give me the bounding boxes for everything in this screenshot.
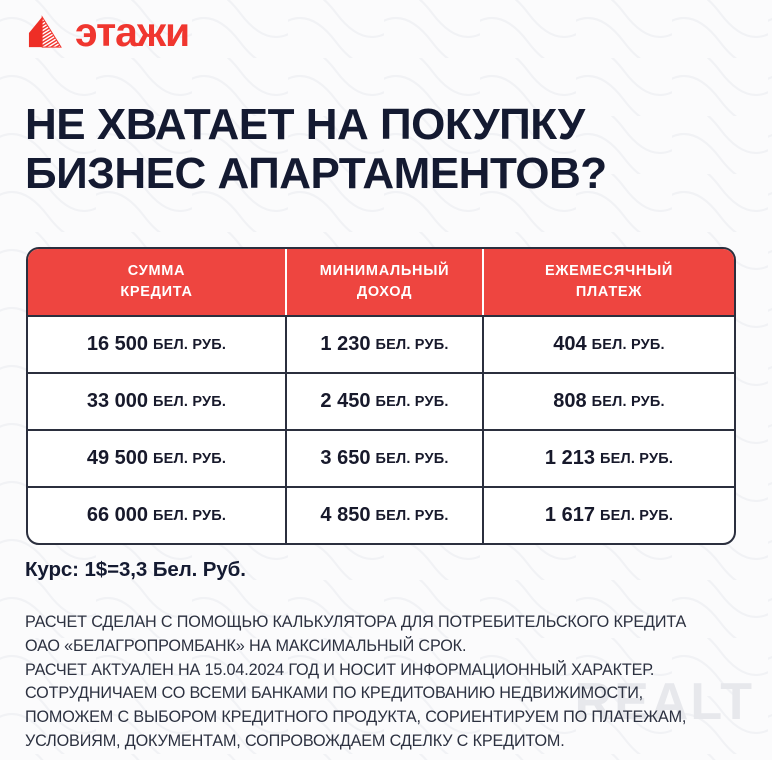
value-credit-amount: 49 500 [86,447,149,469]
cell-credit-amount: 16 500 БЕЛ. РУБ. [28,317,285,372]
column-header-monthly-payment-line2: ПЛАТЕЖ [575,284,643,300]
disclaimer-line-4: СОТРУДНИЧАЕМ СО ВСЕМИ БАНКАМИ ПО КРЕДИТО… [25,684,644,703]
disclaimer-line-3: РАСЧЕТ АКТУАЛЕН НА 15.04.2024 ГОД И НОСИ… [25,660,655,679]
brand-logo[interactable]: этажи [26,8,190,55]
column-header-credit-amount-line1: СУММА [127,262,186,279]
unit-label: БЕЛ. РУБ. [599,507,674,524]
value-min-income: 4 850 [320,504,371,526]
cell-min-income: 3 650 БЕЛ. РУБ. [285,431,482,486]
disclaimer-line-6: УСЛОВИЯМ, ДОКУМЕНТАМ, СОПРОВОЖДАЕМ СДЕЛК… [25,732,565,751]
exchange-rate-note: Курс: 1$=3,3 Бел. Руб. [25,558,246,581]
unit-label: БЕЛ. РУБ. [153,393,227,410]
table-header-row: СУММА КРЕДИТА МИНИМАЛЬНЫЙ ДОХОД ЕЖЕМЕСЯЧ… [28,249,734,315]
column-header-monthly-payment: ЕЖЕМЕСЯЧНЫЙ ПЛАТЕЖ [482,249,734,315]
value-monthly-payment: 1 617 [544,504,595,526]
unit-label: БЕЛ. РУБ. [153,507,227,524]
table-row: 66 000 БЕЛ. РУБ. 4 850 БЕЛ. РУБ. 1 617 БЕЛ.… [28,486,734,543]
unit-label: БЕЛ. РУБ. [591,393,665,410]
column-header-credit-amount-line2: КРЕДИТА [120,284,193,300]
cell-credit-amount: 49 500 БЕЛ. РУБ. [28,431,285,486]
headline-line-2: БИЗНЕС АПАРТАМЕНТОВ? [25,149,607,199]
cell-monthly-payment: 1 213 БЕЛ. РУБ. [482,431,734,486]
unit-label: БЕЛ. РУБ. [375,393,449,410]
cell-min-income: 4 850 БЕЛ. РУБ. [285,488,482,543]
column-header-min-income-line2: ДОХОД [356,284,413,300]
column-header-min-income-line1: МИНИМАЛЬНЫЙ [319,262,450,279]
unit-label: БЕЛ. РУБ. [375,507,449,524]
value-monthly-payment: 1 213 [544,447,595,469]
table-row: 16 500 БЕЛ. РУБ. 1 230 БЕЛ. РУБ. 404 БЕЛ. Р… [28,315,734,372]
value-credit-amount: 66 000 [86,504,149,526]
disclaimer-text: РАСЧЕТ СДЕЛАН С ПОМОЩЬЮ КАЛЬКУЛЯТОРА ДЛЯ… [25,611,755,754]
brand-name: этажи [75,8,190,55]
disclaimer-line-5: ПОМОЖЕМ С ВЫБОРОМ КРЕДИТНОГО ПРОДУКТА, С… [25,708,687,727]
value-monthly-payment: 808 [553,390,587,412]
table-row: 33 000 БЕЛ. РУБ. 2 450 БЕЛ. РУБ. 808 БЕЛ. Р… [28,372,734,429]
column-header-min-income: МИНИМАЛЬНЫЙ ДОХОД [285,249,482,315]
disclaimer-line-1: РАСЧЕТ СДЕЛАН С ПОМОЩЬЮ КАЛЬКУЛЯТОРА ДЛЯ… [25,613,687,631]
value-min-income: 2 450 [320,390,371,412]
credit-table: СУММА КРЕДИТА МИНИМАЛЬНЫЙ ДОХОД ЕЖЕМЕСЯЧ… [26,247,736,545]
unit-label: БЕЛ. РУБ. [375,336,449,353]
unit-label: БЕЛ. РУБ. [153,450,227,467]
cell-monthly-payment: 1 617 БЕЛ. РУБ. [482,488,734,543]
column-header-credit-amount: СУММА КРЕДИТА [28,249,285,315]
page-title: НЕ ХВАТАЕТ НА ПОКУПКУ БИЗНЕС АПАРТАМЕНТО… [25,100,737,199]
value-min-income: 1 230 [320,333,371,355]
value-monthly-payment: 404 [553,333,587,355]
table-row: 49 500 БЕЛ. РУБ. 3 650 БЕЛ. РУБ. 1 213 БЕЛ.… [28,429,734,486]
cell-monthly-payment: 808 БЕЛ. РУБ. [482,374,734,429]
building-logo-icon [28,15,62,48]
unit-label: БЕЛ. РУБ. [591,336,665,353]
cell-min-income: 1 230 БЕЛ. РУБ. [285,317,482,372]
unit-label: БЕЛ. РУБ. [599,450,674,467]
value-credit-amount: 16 500 [86,333,149,355]
unit-label: БЕЛ. РУБ. [375,450,449,467]
cell-credit-amount: 33 000 БЕЛ. РУБ. [28,374,285,429]
unit-label: БЕЛ. РУБ. [153,336,227,353]
cell-monthly-payment: 404 БЕЛ. РУБ. [482,317,734,372]
headline-line-1: НЕ ХВАТАЕТ НА ПОКУПКУ [25,100,585,149]
cell-min-income: 2 450 БЕЛ. РУБ. [285,374,482,429]
column-header-monthly-payment-line1: ЕЖЕМЕСЯЧНЫЙ [544,262,674,279]
cell-credit-amount: 66 000 БЕЛ. РУБ. [28,488,285,543]
disclaimer-line-2: ОАО «БЕЛАГРОПРОМБАНК» НА МАКСИМАЛЬНЫЙ СР… [25,636,467,655]
value-credit-amount: 33 000 [86,390,149,412]
value-min-income: 3 650 [320,447,371,469]
